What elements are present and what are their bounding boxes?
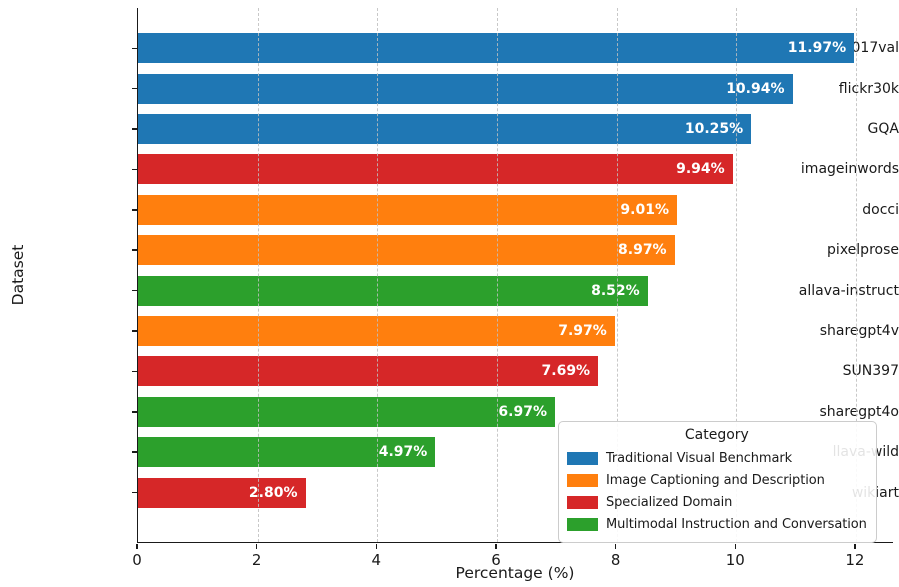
bar-row-flickr30k: 10.94% [138,68,893,108]
gridline-x-8 [616,8,618,542]
x-tick-label-4: 4 [371,551,382,569]
legend-item: Multimodal Instruction and Conversation [567,513,867,535]
legend-item: Traditional Visual Benchmark [567,447,867,469]
bar-value-label: 6.97% [498,403,547,420]
legend-item: Image Captioning and Description [567,469,867,491]
bar-value-label: 4.97% [378,444,428,461]
bar-value-label: 10.94% [726,80,785,97]
bar-value-label: 8.97% [618,242,667,259]
x-axis-title: Percentage (%) [455,564,575,582]
bar-flickr30k: 10.94% [138,73,793,104]
legend-label: Image Captioning and Description [606,472,825,488]
x-tick-mark [854,543,856,549]
bar-value-label: 7.97% [558,322,607,339]
bar-value-label: 9.94% [676,161,725,178]
bar-row-sharegpt4o: 6.97% [138,392,893,432]
bar-docci: 9.01% [138,194,677,225]
bar-value-label: 10.25% [684,120,744,137]
y-tick-mark [132,370,137,373]
legend-label: Multimodal Instruction and Conversation [606,516,867,532]
legend-label: Specialized Domain [606,494,733,510]
x-tick-mark [495,543,497,549]
gridline-x-6 [497,8,498,542]
legend-item: Specialized Domain [567,491,867,513]
y-tick-label-flickr30k: flickr30k [838,80,899,97]
y-tick-label-sharegpt4o: sharegpt4o [819,403,899,420]
bar-llava-wild: 4.97% [138,437,436,468]
bar-row-GQA: 10.25% [138,109,893,149]
y-tick-label-sharegpt4v: sharegpt4v [819,323,899,339]
bar-coco2017val: 11.97% [138,33,855,64]
y-tick-mark [132,47,137,49]
legend-swatch-icon [567,517,598,531]
y-tick-mark [132,491,137,494]
plot-area: 11.97% 10.94% 10.25% 9.94% 9.01% 8.97% 8.52% 7.… [137,8,893,543]
bar-value-label: 11.97% [787,40,847,57]
bar-row-allava-instruct: 8.52% [138,270,893,310]
x-tick-label-12: 12 [845,551,865,569]
x-tick-label-6: 6 [491,551,501,569]
gridline-x-2 [257,8,259,542]
y-tick-mark [132,87,137,90]
x-tick-label-10: 10 [725,551,745,569]
legend-label: Traditional Visual Benchmark [606,450,793,466]
y-tick-mark [132,128,137,130]
y-tick-mark [132,451,137,453]
y-tick-label-docci: docci [862,201,899,218]
bar-SUN397: 7.69% [138,356,599,387]
bar-imageinwords: 9.94% [138,154,733,185]
y-tick-mark [132,411,137,413]
legend-title: Category [684,427,749,443]
x-tick-mark [136,543,138,549]
bar-pixelprose: 8.97% [138,235,675,266]
y-tick-mark [132,249,137,251]
bar-sharegpt4o: 6.97% [138,396,555,427]
y-tick-mark [132,209,137,211]
legend-swatch-icon [567,495,598,509]
bar-row-wikiart: 2.80% [138,472,893,512]
bar-sharegpt4v: 7.97% [138,315,615,346]
x-tick-label-2: 2 [251,551,262,569]
x-tick-mark [255,543,258,549]
bar-value-label: 9.01% [620,201,669,218]
bar-GQA: 10.25% [138,113,752,144]
x-tick-mark [734,543,736,549]
bar-row-coco2017val: 11.97% [138,28,893,68]
legend-swatch-icon [567,473,598,487]
bar-row-SUN397: 7.69% [138,351,893,391]
bar-value-label: 7.69% [541,363,591,380]
bar-row-pixelprose: 8.97% [138,230,893,270]
gridline-x-10 [736,8,738,542]
y-tick-label-allava-instruct: allava-instruct [798,282,899,299]
bar-row-llava-wild: 4.97% [138,432,893,472]
y-axis-title: Dataset [9,244,27,306]
x-tick-mark [375,543,378,549]
y-tick-mark [132,330,137,332]
y-tick-label-imageinwords: imageinwords [800,161,899,178]
x-tick-mark [614,543,617,549]
x-tick-label-8: 8 [610,551,621,569]
bar-row-imageinwords: 9.94% [138,149,893,189]
legend-swatch-icon [567,451,598,465]
bar-row-docci: 9.01% [138,190,893,230]
gridline-x-4 [377,8,379,542]
legend-items: Traditional Visual Benchmark Image Captio… [567,447,867,535]
bar-row-sharegpt4v: 7.97% [138,311,893,351]
y-tick-label-pixelprose: pixelprose [827,242,899,259]
y-tick-mark [132,168,137,171]
bar-value-label: 2.80% [248,484,298,501]
bar-value-label: 8.52% [591,282,640,299]
gridline-x-12 [855,8,857,542]
y-tick-label-GQA: GQA [867,121,899,137]
bar-wikiart: 2.80% [138,477,306,508]
bar-allava-instruct: 8.52% [138,275,648,306]
x-tick-label-0: 0 [132,551,142,569]
y-tick-mark [132,289,137,292]
legend: Category Traditional Visual Benchmark Ima… [558,421,877,543]
